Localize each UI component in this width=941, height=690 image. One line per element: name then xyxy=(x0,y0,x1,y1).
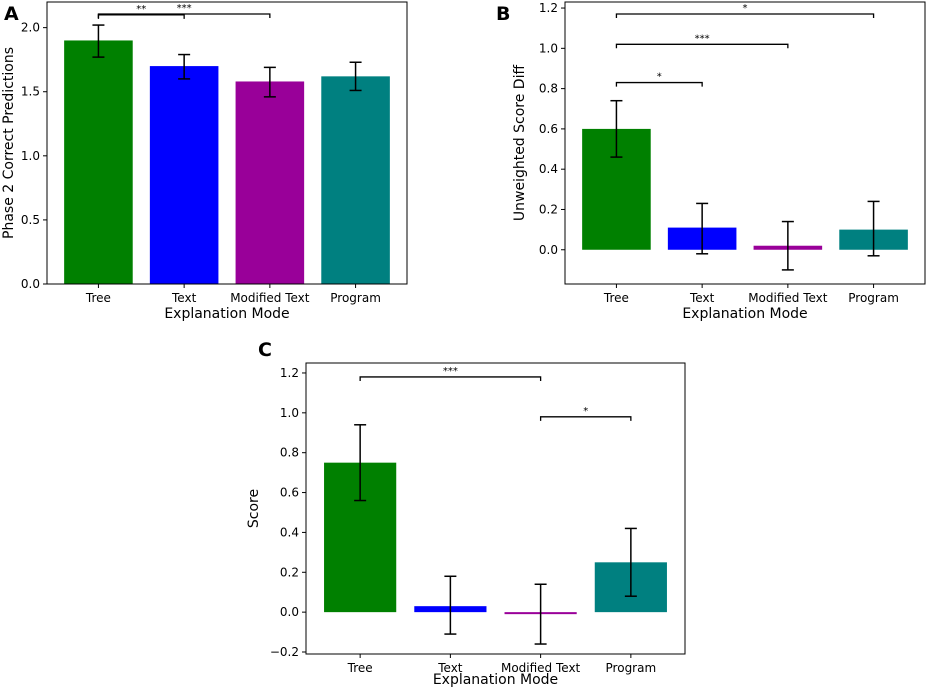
error-bar xyxy=(444,575,457,635)
y-tick-label: 1.0 xyxy=(539,41,558,55)
plot-frame xyxy=(46,1,408,285)
chart-panel-c: C −0.2 0.0 0.2 0.4 0.6 0.8 1.0 1.2 Tree Text Modifi… xyxy=(246,339,686,688)
y-axis-label: Score xyxy=(246,489,262,528)
significance-bracket xyxy=(97,14,185,19)
y-tick-label: 0.0 xyxy=(539,243,558,257)
significance-label: *** xyxy=(695,33,710,44)
significance-bracket xyxy=(359,376,542,381)
x-axis-label: Explanation Mode xyxy=(164,306,289,322)
error-bar xyxy=(92,24,105,58)
y-tick-label: 0.0 xyxy=(280,605,299,619)
significance-line xyxy=(359,376,542,381)
significance-bracket xyxy=(615,13,875,18)
error-bar xyxy=(354,424,367,502)
bar-text xyxy=(149,66,219,284)
plot-frame xyxy=(305,362,686,655)
x-tick-label: Tree xyxy=(603,291,629,305)
x-tick-label: Program xyxy=(606,661,657,675)
x-axis-label: Explanation Mode xyxy=(433,672,558,688)
x-axis-label: Explanation Mode xyxy=(682,306,807,322)
bar-program xyxy=(321,76,390,284)
y-tick-label: 0.0 xyxy=(21,277,40,291)
panel-letter: B xyxy=(496,3,510,25)
y-tick-label: −0.2 xyxy=(270,645,299,659)
y-tick-label: 0.6 xyxy=(280,486,299,500)
y-tick-label: 0.4 xyxy=(280,525,299,539)
significance-label: *** xyxy=(443,366,458,377)
y-tick-label: 0.4 xyxy=(539,162,558,176)
error-bar xyxy=(534,583,547,645)
x-tick-label: Modified Text xyxy=(230,291,310,305)
y-tick-label: 1.2 xyxy=(539,1,558,15)
error-bar xyxy=(178,53,191,80)
x-tick-label: Text xyxy=(437,661,463,675)
y-tick-label: 1.5 xyxy=(21,85,40,99)
x-tick-label: Text xyxy=(171,291,197,305)
error-bar xyxy=(624,527,637,597)
y-axis-label: Unweighted Score Diff xyxy=(512,65,528,222)
significance-bracket xyxy=(615,43,789,49)
x-tick-label: Program xyxy=(330,291,381,305)
significance-line xyxy=(539,416,632,421)
y-tick-label: 0.2 xyxy=(280,565,299,579)
significance-bracket xyxy=(539,416,632,421)
x-tick-label: Modified Text xyxy=(501,661,581,675)
y-tick-label: 0.6 xyxy=(539,122,558,136)
significance-line xyxy=(615,43,789,49)
significance-label: *** xyxy=(177,3,192,14)
significance-label: ** xyxy=(136,4,146,15)
x-tick-label: Tree xyxy=(347,661,373,675)
significance-line xyxy=(615,13,875,18)
x-tick-label: Modified Text xyxy=(748,291,828,305)
significance-label: * xyxy=(657,72,662,83)
x-tick-label: Text xyxy=(689,291,715,305)
y-tick-label: 0.8 xyxy=(539,82,558,96)
y-tick-label: 0.8 xyxy=(280,446,299,460)
x-tick-label: Tree xyxy=(85,291,111,305)
error-bar xyxy=(349,61,362,92)
error-bar xyxy=(610,99,623,158)
significance-bracket xyxy=(615,81,703,87)
plot-frame xyxy=(564,1,926,285)
panel-letter: C xyxy=(258,339,272,361)
x-tick-label: Program xyxy=(848,291,899,305)
chart-panel-b: B 0.0 0.2 0.4 0.6 0.8 1.0 1.2 Tree Text Modified T… xyxy=(496,1,926,322)
y-axis-label: Phase 2 Correct Predictions xyxy=(1,47,17,239)
significance-line xyxy=(615,81,703,87)
error-bar xyxy=(781,220,794,271)
y-tick-label: 1.2 xyxy=(280,366,299,380)
panel-letter: A xyxy=(4,3,19,25)
significance-label: * xyxy=(583,406,588,417)
y-tick-label: 1.0 xyxy=(21,149,40,163)
y-tick-label: 0.5 xyxy=(21,213,40,227)
significance-line xyxy=(97,14,185,19)
error-bar xyxy=(696,202,709,255)
bar-tree xyxy=(64,40,133,284)
y-tick-label: 0.2 xyxy=(539,202,558,216)
significance-label: * xyxy=(743,3,748,14)
error-bar xyxy=(867,200,880,257)
chart-panel-a: A 0.0 0.5 1.0 1.5 2.0 Tree Text Modified Text Pro… xyxy=(1,1,408,322)
bar-modified-text xyxy=(235,81,305,285)
error-bar xyxy=(263,66,276,98)
y-tick-label: 1.0 xyxy=(280,406,299,420)
y-tick-label: 2.0 xyxy=(21,21,40,35)
